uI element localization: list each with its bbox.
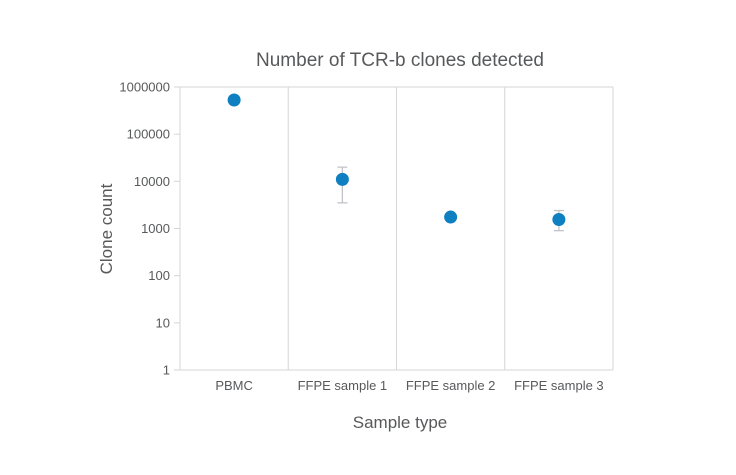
y-tick-label: 1	[163, 363, 170, 378]
y-tick-label: 10000	[134, 174, 170, 189]
x-tick-label-ffpe-sample-3: FFPE sample 3	[514, 378, 604, 393]
y-tick-label: 1000	[141, 221, 170, 236]
y-tick-label: 100000	[127, 127, 170, 142]
x-tick-label-ffpe-sample-2: FFPE sample 2	[406, 378, 496, 393]
plot-area: 1000000 100000 10000 1000 100 10 1 PBMC FFPE sam…	[119, 80, 614, 393]
data-point-ffpe-sample-3	[552, 213, 566, 227]
chart-title: Number of TCR-b clones detected	[256, 50, 544, 71]
x-axis-title: Sample type	[353, 413, 448, 432]
x-tick-label-pbmc: PBMC	[215, 378, 253, 393]
y-axis-title: Clone count	[97, 183, 116, 274]
data-point-ffpe-sample-1	[335, 172, 349, 186]
x-tick-label-ffpe-sample-1: FFPE sample 1	[298, 378, 388, 393]
y-tick-label: 1000000	[119, 80, 170, 95]
data-point-pbmc	[227, 93, 241, 107]
data-point-ffpe-sample-2	[444, 210, 458, 224]
y-tick-label: 100	[148, 268, 170, 283]
y-tick-label: 10	[156, 315, 170, 330]
